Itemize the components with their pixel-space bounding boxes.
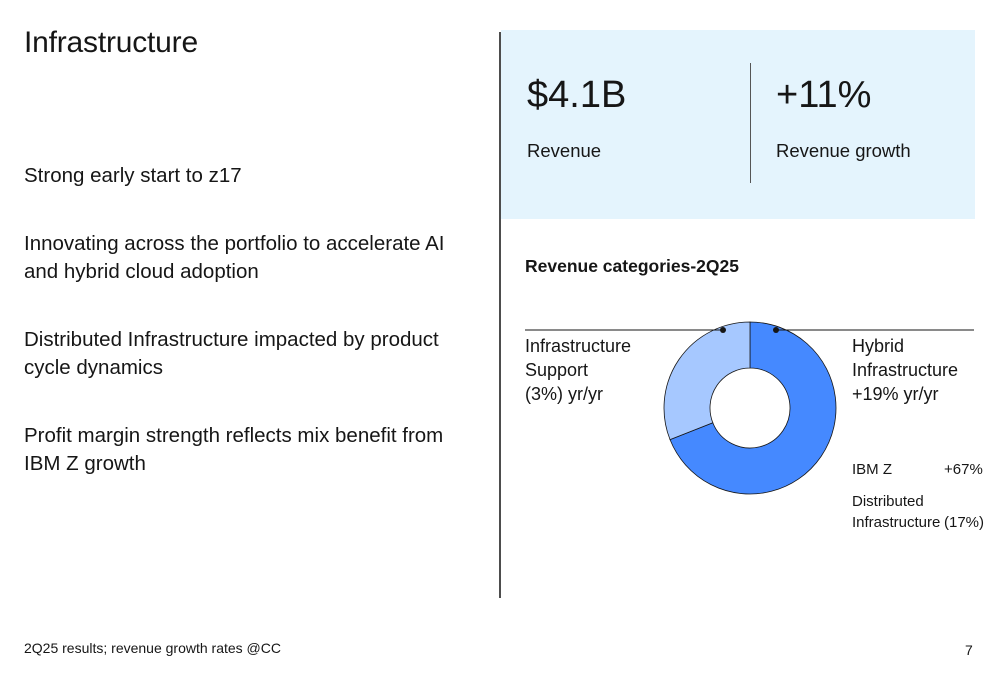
kpi-separator bbox=[750, 63, 751, 183]
callout-line: (3%) yr/yr bbox=[525, 384, 603, 404]
kpi-value: +11% bbox=[776, 74, 872, 116]
legend-value: (17%) bbox=[944, 514, 985, 531]
left-leader-dot bbox=[720, 327, 726, 333]
slice-infrastructure-support bbox=[663, 321, 751, 441]
right-leader-dot bbox=[773, 327, 779, 333]
callout-hybrid-infrastructure: Hybrid Infrastructure +19% yr/yr bbox=[852, 334, 958, 406]
legend-row: IBM Z +67% bbox=[852, 461, 983, 478]
callout-line: Hybrid bbox=[852, 336, 905, 356]
callout-line: Infrastructure bbox=[852, 360, 959, 380]
chart-title: Revenue categories-2Q25 bbox=[525, 256, 739, 276]
page-title: Infrastructure bbox=[24, 26, 198, 59]
legend-name: IBM Z bbox=[852, 461, 892, 478]
bullet-item: Profit margin strength reflects mix bene… bbox=[24, 424, 444, 475]
footnote: 2Q25 results; revenue growth rates @CC bbox=[24, 640, 281, 656]
callout-line: Infrastructure bbox=[525, 336, 632, 356]
legend-value: +67% bbox=[944, 461, 983, 478]
legend-name: Distributed bbox=[852, 493, 924, 510]
slice-hybrid-infrastructure bbox=[669, 321, 837, 495]
kpi-label: Revenue growth bbox=[776, 140, 911, 161]
legend-row: Infrastructure (17%) bbox=[852, 512, 985, 533]
callout-line: Support bbox=[525, 360, 589, 380]
bullet-list: Strong early start to z17 Innovating acr… bbox=[24, 162, 464, 518]
page-number: 7 bbox=[965, 642, 973, 658]
bullet-item: Innovating across the portfolio to accel… bbox=[24, 232, 445, 283]
callout-line: +19% yr/yr bbox=[852, 384, 939, 404]
kpi-label: Revenue bbox=[527, 140, 602, 161]
legend-distributed-infrastructure: Distributed Infrastructure (17%) bbox=[852, 491, 985, 533]
legend-ibm-z: IBM Z +67% bbox=[852, 461, 983, 478]
donut-chart bbox=[525, 321, 974, 495]
legend-name: Infrastructure bbox=[852, 514, 941, 531]
vertical-divider bbox=[499, 32, 501, 598]
kpi-panel: $4.1B Revenue +11% Revenue growth bbox=[501, 30, 975, 219]
callout-infrastructure-support: Infrastructure Support (3%) yr/yr bbox=[525, 334, 631, 406]
bullet-item: Strong early start to z17 bbox=[24, 164, 242, 187]
kpi-value: $4.1B bbox=[527, 74, 627, 116]
bullet-item: Distributed Infrastructure impacted by p… bbox=[24, 328, 439, 379]
